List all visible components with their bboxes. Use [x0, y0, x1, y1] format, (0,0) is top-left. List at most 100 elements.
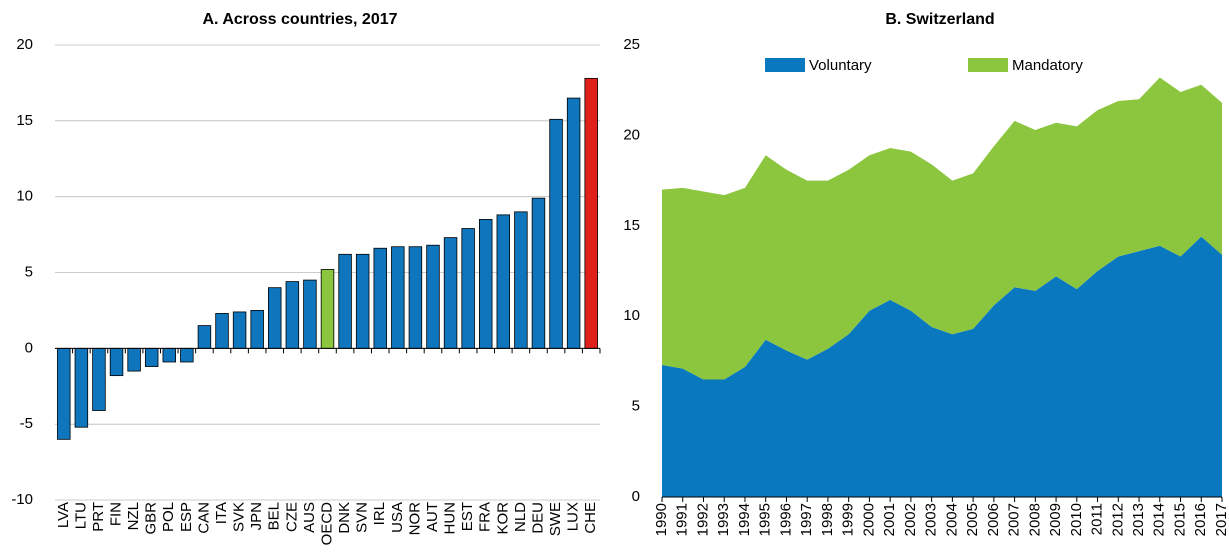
x-tick-label: NLD [512, 502, 529, 532]
bar [584, 77, 598, 349]
x-tick-label: FIN [108, 502, 125, 526]
bar [285, 281, 300, 349]
x-tick-label: 2017 [1213, 503, 1229, 536]
x-tick-label: 2016 [1192, 503, 1209, 536]
x-tick-label: EST [459, 502, 476, 531]
x-tick-label: SWE [547, 502, 564, 536]
x-tick-label: USA [389, 502, 406, 533]
x-tick-label: 1991 [674, 503, 691, 536]
bar [461, 228, 475, 349]
bar [514, 211, 528, 349]
bar [74, 347, 89, 428]
x-tick-label: 2011 [1089, 503, 1106, 535]
y-tick-label: 10 [16, 188, 33, 205]
bar [57, 347, 71, 440]
bar [338, 253, 352, 349]
legend-label: Mandatory [1012, 57, 1083, 74]
bar [162, 347, 177, 363]
bar [109, 347, 124, 377]
x-tick-label: CZE [283, 502, 300, 532]
x-tick-label: 2003 [923, 503, 940, 536]
bar [144, 347, 159, 367]
x-tick-label: 1998 [819, 503, 836, 536]
bar [180, 347, 194, 363]
x-tick-label: 2007 [1006, 503, 1023, 536]
x-tick-label: HUN [442, 502, 459, 535]
y-tick-label: 10 [623, 307, 640, 324]
y-tick-label: 0 [25, 339, 33, 356]
area [662, 77, 1222, 380]
x-tick-label: LVA [55, 502, 72, 528]
bar [496, 214, 511, 349]
x-tick-label: JPN [248, 502, 265, 530]
x-tick-label: CAN [195, 502, 212, 534]
bar [197, 325, 212, 349]
x-tick-label: 2000 [860, 503, 877, 536]
x-tick-label: 2014 [1151, 503, 1168, 536]
x-tick-label: OECD [318, 502, 335, 546]
bar [232, 311, 247, 349]
bar [549, 118, 563, 349]
y-tick-label: 25 [623, 36, 640, 53]
x-tick-label: SVN [354, 502, 371, 533]
x-tick-label: 2006 [985, 503, 1002, 536]
x-tick-label: AUS [301, 502, 318, 533]
x-tick-label: LTU [72, 502, 89, 529]
y-tick-label: 20 [623, 126, 640, 143]
y-tick-label: 5 [632, 398, 640, 415]
bar [268, 287, 282, 349]
bar [250, 310, 264, 349]
bar [391, 246, 405, 349]
x-tick-label: DNK [336, 502, 353, 534]
y-tick-label: 0 [632, 488, 640, 505]
chart-title: B. Switzerland [885, 11, 994, 28]
x-tick-label: 1993 [715, 503, 732, 536]
x-tick-label: IRL [371, 502, 388, 525]
chart-title: A. Across countries, 2017 [202, 11, 397, 28]
x-tick-label: 1999 [840, 503, 857, 536]
x-tick-label: KOR [494, 502, 511, 535]
x-tick-label: 1995 [757, 503, 774, 536]
x-tick-label: 2012 [1109, 503, 1126, 536]
bar [566, 97, 581, 349]
x-tick-label: 1996 [777, 503, 794, 536]
bar [531, 197, 546, 349]
x-tick-label: 1997 [798, 503, 815, 536]
x-tick-label: 2009 [1047, 503, 1064, 536]
x-tick-label: 1994 [736, 503, 753, 536]
x-tick-label: FRA [477, 502, 494, 532]
x-tick-label: DEU [529, 502, 546, 534]
x-tick-label: NOR [406, 502, 423, 536]
legend-swatch [968, 58, 1008, 72]
x-tick-label: SVK [231, 502, 248, 532]
bar [373, 247, 387, 349]
bar [303, 279, 317, 349]
bar [127, 347, 141, 372]
bar [478, 219, 493, 349]
x-tick-label: CHE [582, 502, 599, 534]
x-tick-label: PRT [90, 502, 107, 532]
x-tick-label: 2015 [1171, 503, 1188, 536]
x-tick-label: 2005 [964, 503, 981, 536]
x-tick-label: ITA [213, 502, 230, 524]
y-tick-label: 15 [16, 112, 33, 129]
y-tick-label: 15 [623, 217, 640, 234]
x-tick-label: 2004 [943, 503, 960, 536]
x-tick-label: ESP [178, 502, 195, 532]
y-tick-label: -5 [20, 415, 33, 432]
x-tick-label: GBR [143, 502, 160, 535]
x-tick-label: NZL [125, 502, 142, 530]
y-tick-label: 20 [16, 36, 33, 53]
bar [92, 347, 106, 411]
bar [408, 246, 423, 349]
x-tick-label: 2008 [1026, 503, 1043, 536]
x-tick-label: POL [160, 502, 177, 532]
x-tick-label: BEL [266, 502, 283, 530]
x-tick-label: 2010 [1068, 503, 1085, 536]
area [662, 236, 1222, 497]
bar [215, 313, 229, 349]
x-tick-label: AUT [424, 502, 441, 532]
x-tick-label: 2002 [902, 503, 919, 536]
legend-label: Voluntary [809, 57, 872, 74]
